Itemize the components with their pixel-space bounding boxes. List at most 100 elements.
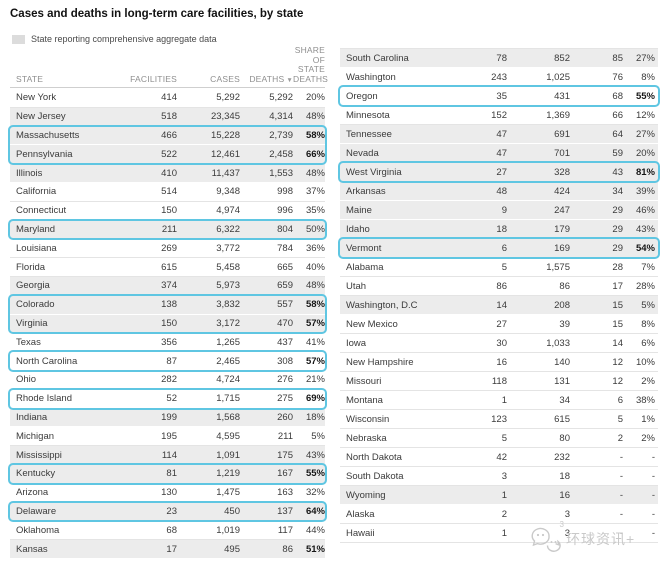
facilities-value: 410 — [161, 167, 177, 179]
cases-value: 615 — [554, 413, 570, 425]
state-name: Louisiana — [16, 242, 57, 254]
table-row: Minnesota 152 1,369 66 12% — [340, 106, 658, 125]
share-value: 48% — [305, 167, 325, 179]
table-row: South Dakota 3 18 - - — [340, 467, 658, 486]
column-header-deaths[interactable]: DEATHS ▼ — [240, 74, 293, 84]
facilities-value: 27 — [496, 318, 507, 330]
share-value: 27% — [635, 52, 655, 64]
facilities-value: 14 — [496, 299, 507, 311]
share-header-line: STATE — [297, 64, 325, 74]
cases-value: 131 — [554, 375, 570, 387]
state-name: Pennsylvania — [16, 148, 73, 160]
facilities-value: 30 — [496, 337, 507, 349]
facilities-value: 518 — [161, 111, 177, 123]
table-row: Alabama 5 1,575 28 7% — [340, 258, 658, 277]
table-row: Idaho 18 179 29 43% — [340, 220, 658, 239]
state-name: New York — [16, 92, 57, 104]
column-header-state: STATE — [16, 74, 44, 84]
cases-value: 179 — [554, 223, 570, 235]
table-row: Vermont 6 169 29 54% — [340, 239, 658, 258]
deaths-value: 784 — [277, 242, 293, 254]
state-name: Kentucky — [16, 468, 56, 480]
cases-value: 34 — [559, 394, 570, 406]
sort-desc-icon: ▼ — [286, 77, 293, 84]
deaths-value: 2,458 — [269, 148, 293, 160]
state-name: Georgia — [16, 280, 50, 292]
table-row: Oklahoma 68 1,019 117 44% — [10, 521, 325, 541]
table-row: Pennsylvania 522 12,461 2,458 66% — [10, 145, 325, 165]
state-name: Mississippi — [16, 449, 62, 461]
table-row: California 514 9,348 998 37% — [10, 182, 325, 202]
table-row: Georgia 374 5,973 659 48% — [10, 276, 325, 296]
deaths-value: 28 — [612, 261, 623, 273]
deaths-value: 2 — [617, 432, 623, 444]
table-row: Wyoming 1 16 - - — [340, 486, 658, 505]
cases-value: 5,458 — [216, 261, 240, 273]
share-value: 57% — [305, 355, 325, 367]
deaths-value: 86 — [282, 543, 293, 555]
cases-value: 1,715 — [216, 393, 240, 405]
cases-value: 1,019 — [216, 524, 240, 536]
deaths-value: 29 — [612, 204, 623, 216]
cases-value: 169 — [554, 242, 570, 254]
cases-value: 1,575 — [546, 261, 570, 273]
facilities-value: 269 — [161, 242, 177, 254]
facilities-value: 3 — [501, 470, 507, 482]
state-name: Kansas — [16, 543, 48, 555]
wechat-icon: 3 — [530, 520, 564, 552]
share-value: 8% — [641, 318, 655, 330]
share-value: 5% — [311, 430, 325, 442]
cases-value: 39 — [559, 318, 570, 330]
facilities-value: 1 — [501, 489, 507, 501]
state-name: Oklahoma — [16, 524, 60, 536]
facilities-value: 5 — [501, 432, 507, 444]
state-name: South Carolina — [346, 52, 409, 64]
facilities-value: 243 — [491, 71, 507, 83]
share-value: 81% — [635, 166, 655, 178]
share-value: 51% — [305, 543, 325, 555]
table-row: Virginia 150 3,172 470 57% — [10, 314, 325, 334]
table-row: Arizona 130 1,475 163 32% — [10, 483, 325, 503]
share-value: - — [651, 508, 655, 520]
watermark: 3 环球资讯+ — [530, 520, 635, 552]
cases-value: 852 — [554, 52, 570, 64]
deaths-value: 308 — [277, 355, 293, 367]
cases-value: 450 — [224, 505, 240, 517]
table-row: Louisiana 269 3,772 784 36% — [10, 239, 325, 259]
state-name: Alabama — [346, 261, 384, 273]
left-table-header: STATE FACILITIES CASES DEATHS ▼ SHARE OF … — [10, 44, 328, 88]
share-value: 39% — [635, 185, 655, 197]
share-value: - — [651, 451, 655, 463]
legend: State reporting comprehensive aggregate … — [12, 34, 217, 44]
share-value: 55% — [305, 468, 325, 480]
highlight-group: Maryland 211 6,322 804 50% — [8, 218, 327, 241]
facilities-value: 374 — [161, 280, 177, 292]
share-value: 12% — [635, 109, 655, 121]
column-header-share: SHARE OF STATE DEATHS — [293, 45, 328, 84]
state-name: Maryland — [16, 223, 56, 235]
cases-value: 5,292 — [216, 92, 240, 104]
share-value: 37% — [305, 186, 325, 198]
table-row: New Mexico 27 39 15 8% — [340, 315, 658, 334]
table-row: Washington, D.C 14 208 15 5% — [340, 296, 658, 315]
facilities-value: 356 — [161, 336, 177, 348]
state-name: Alaska — [346, 508, 375, 520]
facilities-value: 81 — [166, 468, 177, 480]
deaths-value: 5 — [617, 413, 623, 425]
share-value: 43% — [635, 223, 655, 235]
share-value: 10% — [635, 356, 655, 368]
state-name: Montana — [346, 394, 383, 406]
facilities-value: 87 — [166, 355, 177, 367]
table-row: Michigan 195 4,595 211 5% — [10, 427, 325, 447]
share-value: 38% — [635, 394, 655, 406]
share-value: 7% — [641, 261, 655, 273]
column-header-deaths-label: DEATHS — [249, 74, 285, 84]
cases-value: 495 — [224, 543, 240, 555]
facilities-value: 6 — [501, 242, 507, 254]
state-name: Florida — [16, 261, 46, 273]
cases-value: 18 — [559, 470, 570, 482]
cases-value: 16 — [559, 489, 570, 501]
legend-swatch-icon — [12, 34, 25, 44]
facilities-value: 522 — [161, 148, 177, 160]
